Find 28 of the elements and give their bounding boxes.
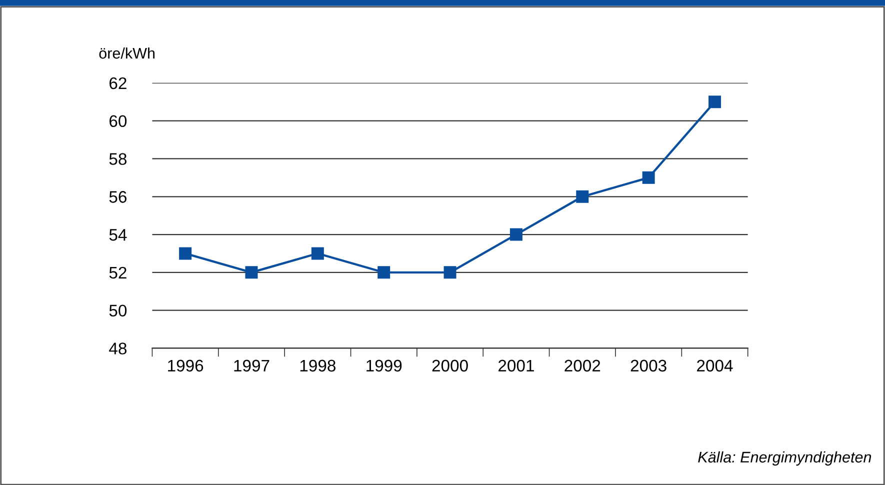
point [576,190,589,203]
x-tick-label: 1998 [300,360,336,372]
y-tick-label: 56 [109,191,126,203]
point [179,247,192,260]
x-tick-label: 2004 [697,360,733,372]
point [378,266,390,279]
point [245,266,258,279]
x-tick-label: 2000 [432,360,468,372]
point [708,96,721,108]
x-tick-label: 1997 [234,360,270,372]
x-tick-label: 1999 [366,360,402,372]
y-tick-label: 48 [109,342,126,354]
point [642,171,655,184]
x-tick-label: 2002 [564,360,600,372]
y-axis-title: öre/kWh [99,47,155,59]
x-tick-label: 2001 [498,360,534,372]
point [311,247,324,260]
point [510,228,522,241]
x-tick-label: 2003 [630,360,666,372]
y-tick-label: 54 [109,229,127,241]
y-tick-label: 50 [109,304,127,317]
y-tick-label: 58 [109,153,126,165]
x-tick-label: 1996 [168,360,204,372]
text: Källa: Energimyndigheten [698,451,872,466]
y-tick-label: 52 [109,266,126,279]
point [444,266,456,279]
y-tick-label: 60 [110,115,127,128]
y-tick-label: 62 [110,77,126,90]
